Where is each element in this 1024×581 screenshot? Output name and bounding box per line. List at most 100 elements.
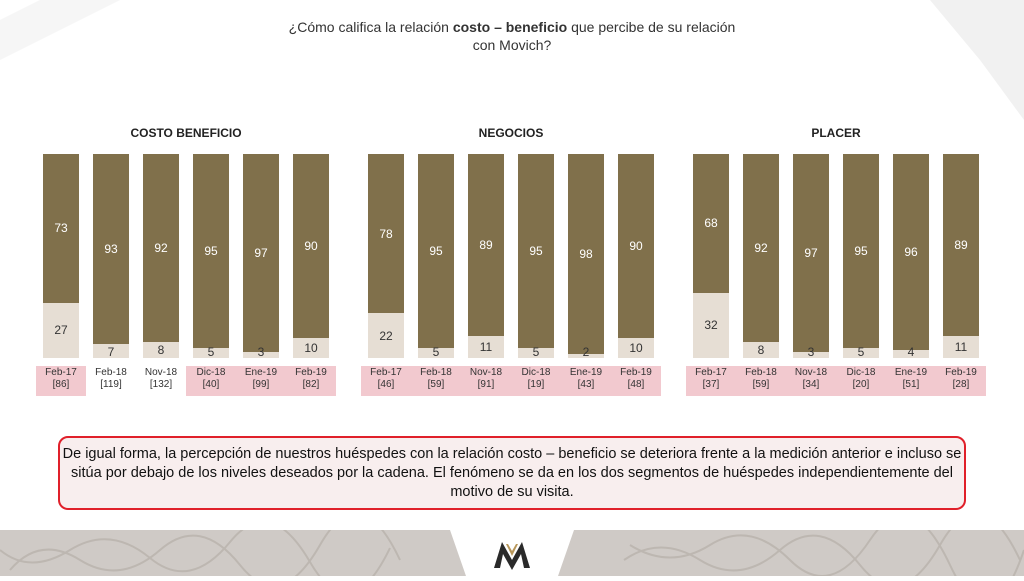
category-name: Feb-18 — [420, 367, 452, 378]
category-name: Dic-18 — [521, 367, 551, 378]
data-label-top: 98 — [579, 246, 593, 261]
data-label-top: 78 — [379, 226, 393, 241]
category-base: [48] — [627, 379, 645, 390]
data-label-top: 73 — [54, 221, 68, 236]
category-name: Feb-17 — [695, 367, 727, 378]
bar-segment-bottom — [43, 302, 79, 358]
data-label-bottom: 2 — [582, 345, 590, 359]
bar-segment-top — [618, 154, 654, 338]
data-label-bottom: 8 — [157, 342, 165, 357]
data-label-top: 97 — [804, 245, 818, 260]
category-base: [59] — [427, 379, 445, 390]
bar-segment-top — [93, 154, 129, 344]
data-label-top: 90 — [304, 238, 318, 253]
data-label-bottom: 27 — [54, 323, 68, 338]
category-base: [46] — [377, 379, 395, 390]
chart-title: COSTO BENEFICIO — [130, 126, 242, 140]
bar-stack: 90 10 — [618, 154, 654, 358]
category-name: Dic-18 — [846, 367, 876, 378]
data-label-top: 95 — [529, 243, 543, 258]
chart-title: NEGOCIOS — [478, 126, 544, 140]
bar-segment-top — [193, 154, 229, 348]
bar-segment-bottom — [293, 337, 329, 358]
data-label-bottom: 3 — [257, 345, 265, 359]
bar-segment-top — [943, 154, 979, 336]
bar-segment-bottom — [943, 335, 979, 358]
bar-segment-top — [243, 154, 279, 352]
bar-segment-top — [568, 154, 604, 354]
bar-segment-bottom — [893, 349, 929, 358]
category-name: Nov-18 — [144, 367, 178, 378]
category-label: Feb-18 [59] — [736, 367, 786, 391]
category-name: Ene-19 — [569, 367, 603, 378]
data-label-bottom: 5 — [207, 345, 215, 359]
category-base: [40] — [202, 379, 220, 390]
bar-stack: 95 5 — [518, 154, 554, 359]
category-label: Feb-17 [37] — [686, 367, 736, 391]
bar-segment-bottom — [743, 341, 779, 358]
bar-segment-top — [743, 154, 779, 342]
bar-stack: 95 5 — [193, 154, 229, 359]
bar-segment-top — [893, 154, 929, 350]
category-label: Feb-17 [46] — [361, 367, 411, 391]
data-label-top: 89 — [954, 237, 968, 252]
category-label: Feb-18 [59] — [411, 367, 461, 391]
category-label: Nov-18 [91] — [461, 367, 511, 391]
category-base: [37] — [702, 379, 720, 390]
bar-segment-bottom — [468, 335, 504, 358]
category-name: Feb-19 — [945, 367, 977, 378]
data-label-bottom: 10 — [304, 340, 318, 355]
category-label: Feb-18 [119] — [86, 367, 136, 391]
category-name: Feb-19 — [295, 367, 327, 378]
bar-segment-top — [518, 154, 554, 348]
category-base: [132] — [149, 379, 173, 390]
category-label: Dic-18 [40] — [186, 367, 236, 391]
data-label-bottom: 4 — [907, 345, 915, 359]
bar-stack: 93 7 — [93, 154, 129, 359]
category-label: Ene-19 [99] — [236, 367, 286, 391]
bar-segment-bottom — [368, 313, 404, 358]
bar-segment-top — [843, 154, 879, 348]
data-label-bottom: 10 — [629, 340, 643, 355]
bar-segment-bottom — [418, 347, 454, 358]
bar-stack: 92 8 — [743, 154, 779, 358]
data-label-bottom: 11 — [479, 339, 493, 354]
bar-segment-bottom — [193, 347, 229, 358]
bar-segment-bottom — [618, 337, 654, 358]
category-label: Feb-19 [48] — [611, 367, 661, 391]
bar-segment-bottom — [568, 353, 604, 358]
category-label: Feb-17 [86] — [36, 367, 86, 391]
bar-segment-bottom — [93, 343, 129, 358]
category-highlight — [186, 366, 336, 396]
bar-stack: 89 11 — [468, 154, 504, 358]
question-bold: costo – beneficio — [452, 19, 568, 35]
bar-segment-bottom — [143, 341, 179, 358]
category-highlight — [686, 366, 986, 396]
category-base: [99] — [252, 379, 270, 390]
category-base: [59] — [752, 379, 770, 390]
data-label-bottom: 7 — [107, 345, 115, 359]
bar-stack: 89 11 — [943, 154, 979, 358]
bar-segment-top — [693, 154, 729, 293]
data-label-bottom: 5 — [432, 345, 440, 359]
bar-segment-top — [468, 154, 504, 336]
bar-segment-bottom — [518, 347, 554, 358]
category-base: [43] — [577, 379, 595, 390]
category-label: Nov-18 [34] — [786, 367, 836, 391]
bar-segment-bottom — [243, 351, 279, 358]
category-base: [51] — [902, 379, 920, 390]
category-name: Dic-18 — [196, 367, 226, 378]
note-box: De igual forma, la percepción de nuestro… — [58, 436, 966, 510]
bar-stack: 68 32 — [693, 154, 729, 358]
category-name: Feb-17 — [45, 367, 77, 378]
bar-stack: 95 5 — [418, 154, 454, 359]
data-label-bottom: 5 — [857, 345, 865, 359]
category-name: Feb-19 — [620, 367, 652, 378]
data-label-bottom: 5 — [532, 345, 540, 359]
bar-segment-top — [43, 154, 79, 303]
category-highlight — [361, 366, 661, 396]
bar-segment-top — [293, 154, 329, 338]
bar-stack: 97 3 — [243, 154, 279, 359]
category-name: Feb-18 — [95, 367, 127, 378]
